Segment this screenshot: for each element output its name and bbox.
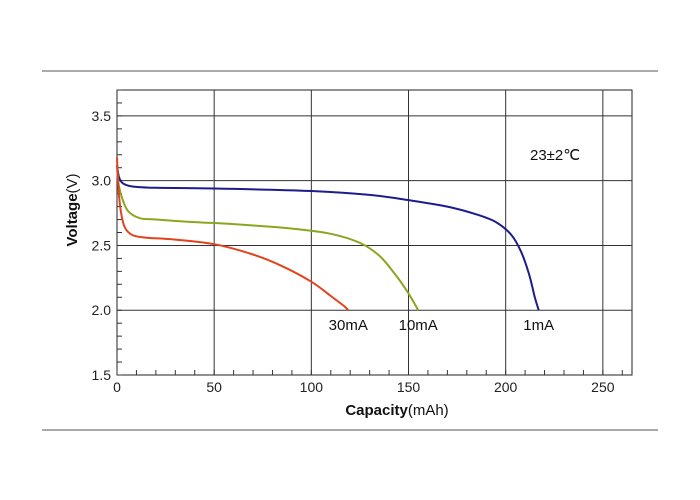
y-tick-label: 3.0 (92, 173, 112, 189)
y-axis-title: Voltage(V) (64, 173, 81, 246)
annotation-temperature: 23±2℃ (530, 147, 580, 164)
x-axis-title-unit: (mAh) (408, 402, 449, 419)
y-tick-labels: 1.5 2.0 2.5 3.0 3.5 (92, 108, 112, 383)
minor-ticks (116, 89, 623, 376)
y-axis-title-bold: Voltage (64, 193, 81, 246)
x-tick-labels: 0 50 100 150 200 250 (113, 379, 615, 395)
x-tick-label: 50 (206, 379, 222, 395)
series-line-10mA (116, 167, 420, 311)
series-lines (116, 157, 540, 311)
x-axis-title-bold: Capacity (345, 402, 408, 419)
grid (117, 90, 632, 375)
y-tick-label: 2.5 (92, 237, 112, 253)
series-label-1mA: 1mA (523, 317, 554, 334)
x-tick-label: 100 (300, 379, 324, 395)
plot-area (116, 89, 633, 376)
series-label-30mA: 30mA (329, 317, 368, 334)
y-tick-label: 1.5 (92, 367, 112, 383)
y-tick-label: 3.5 (92, 108, 112, 124)
y-tick-label: 2.0 (92, 302, 112, 318)
y-axis-title-unit: (V) (64, 173, 81, 193)
x-tick-label: 250 (591, 379, 615, 395)
x-tick-label: 200 (494, 379, 518, 395)
x-tick-label: 150 (397, 379, 421, 395)
series-line-30mA (116, 157, 349, 311)
x-axis-title: Capacity(mAh) (345, 402, 448, 419)
series-labels: 1mA 10mA 30mA (329, 317, 554, 334)
x-tick-label: 0 (113, 379, 121, 395)
series-label-10mA: 10mA (399, 317, 438, 334)
series-line-1mA (116, 164, 540, 311)
